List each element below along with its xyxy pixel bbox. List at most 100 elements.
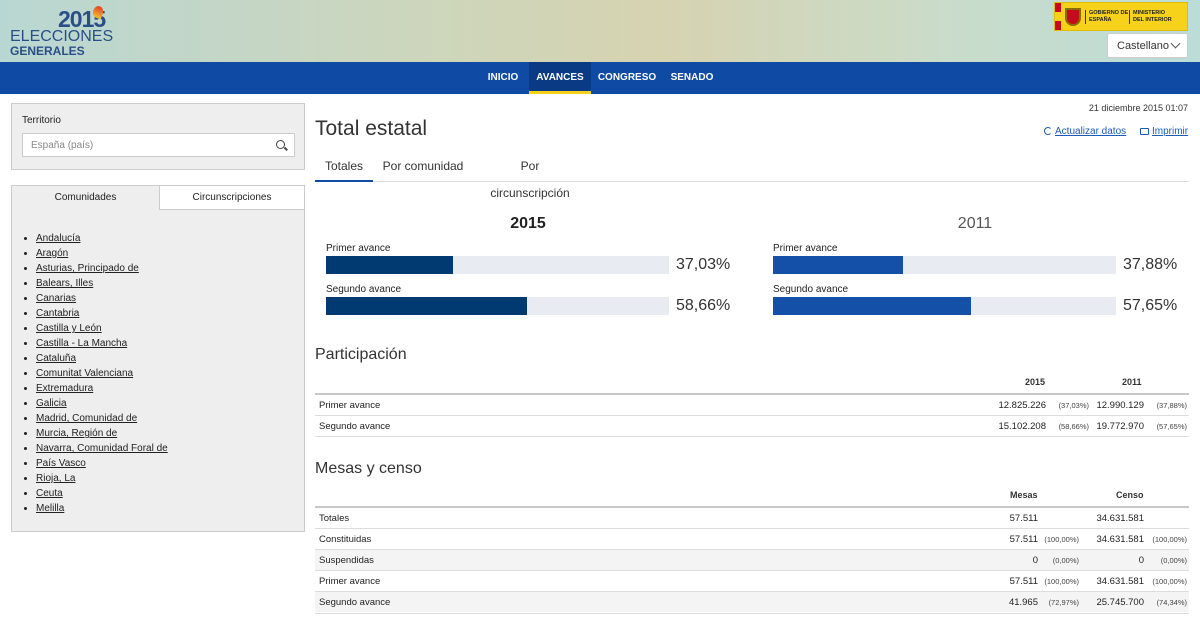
community-item[interactable]: Ceuta xyxy=(24,486,168,501)
community-item[interactable]: Rioja, La xyxy=(24,471,168,486)
cell-percent: (0,00%) xyxy=(1052,556,1079,565)
community-link[interactable]: Andalucía xyxy=(36,233,81,244)
col-header-2011: 2011 xyxy=(1122,377,1142,387)
community-item[interactable]: Castilla - La Mancha xyxy=(24,336,168,351)
community-item[interactable]: Galicia xyxy=(24,396,168,411)
cell-mesas: 57.511 xyxy=(1009,534,1038,545)
community-link[interactable]: Ceuta xyxy=(36,488,63,499)
community-link[interactable]: Melilla xyxy=(36,503,65,514)
community-item[interactable]: Canarias xyxy=(24,291,168,306)
tab-por-comunidad[interactable]: Por comunidad xyxy=(382,159,464,173)
community-link[interactable]: Comunitat Valenciana xyxy=(36,368,134,379)
refresh-icon xyxy=(1044,127,1052,135)
page-title: Total estatal xyxy=(315,117,428,140)
tab-totales[interactable]: Totales xyxy=(315,153,373,182)
community-item[interactable]: Cantabria xyxy=(24,306,168,321)
nav-item-avances[interactable]: AVANCES xyxy=(529,62,591,94)
cell-percent: (37,88%) xyxy=(1156,401,1187,410)
territory-panel: Territorio España (país) xyxy=(11,103,305,170)
nav-item-congreso[interactable]: CONGRESO xyxy=(597,72,657,83)
community-item[interactable]: Asturias, Principado de xyxy=(24,261,168,276)
refresh-button[interactable]: Actualizar datos xyxy=(1044,126,1126,137)
community-link[interactable]: Extremadura xyxy=(36,383,94,394)
language-select[interactable]: Castellano xyxy=(1107,33,1188,58)
cell-percent: (100,00%) xyxy=(1044,535,1079,544)
cell-percent: (100,00%) xyxy=(1044,577,1079,586)
bar-fill xyxy=(326,256,453,274)
community-item[interactable]: Cataluña xyxy=(24,351,168,366)
cell-percent: (74,34%) xyxy=(1156,598,1187,607)
tab-por-circunscripcion[interactable]: Por circunscripción xyxy=(490,159,570,200)
community-link[interactable]: Castilla y León xyxy=(36,323,102,334)
community-item[interactable]: Extremadura xyxy=(24,381,168,396)
table-row: Primer avance 12.825.226 (37,03%) 12.990… xyxy=(315,393,1189,414)
community-item[interactable]: País Vasco xyxy=(24,456,168,471)
nav-item-senado[interactable]: SENADO xyxy=(670,72,714,83)
print-label: Imprimir xyxy=(1152,126,1189,137)
community-item[interactable]: Comunitat Valenciana xyxy=(24,366,168,381)
main-tabs: Totales Por comunidad Por circunscripció… xyxy=(315,153,1189,200)
tab-comunidades[interactable]: Comunidades xyxy=(12,186,159,210)
community-link[interactable]: Galicia xyxy=(36,398,67,409)
cell-percent: (0,00%) xyxy=(1160,556,1187,565)
gobierno-badge[interactable]: GOBIERNO DE ESPAÑA MINISTERIO DEL INTERI… xyxy=(1054,2,1188,31)
refresh-label: Actualizar datos xyxy=(1055,126,1127,137)
bar-label: Segundo avance xyxy=(773,284,849,295)
table-row: Primer avance 57.511 (100,00%) 34.631.58… xyxy=(315,570,1189,591)
community-link[interactable]: Murcia, Región de xyxy=(36,428,118,439)
community-item[interactable]: Navarra, Comunidad Foral de xyxy=(24,441,168,456)
cell-mesas: 0 xyxy=(1032,555,1038,566)
ministry-name: MINISTERIO DEL INTERIOR xyxy=(1129,9,1173,24)
community-link[interactable]: Castilla - La Mancha xyxy=(36,338,128,349)
print-button[interactable]: Imprimir xyxy=(1140,126,1188,137)
community-item[interactable]: Andalucía xyxy=(24,231,168,246)
community-link[interactable]: Aragón xyxy=(36,248,69,259)
community-link[interactable]: Madrid, Comunidad de xyxy=(36,413,138,424)
search-icon[interactable] xyxy=(276,140,285,149)
community-link[interactable]: Balears, Illes xyxy=(36,278,94,289)
table-row: Suspendidas 0 (0,00%) 0 (0,00%) xyxy=(315,549,1189,570)
community-link[interactable]: Asturias, Principado de xyxy=(36,263,139,274)
community-link[interactable]: Rioja, La xyxy=(36,473,76,484)
community-item[interactable]: Castilla y León xyxy=(24,321,168,336)
bar-value: 37,88% xyxy=(1123,256,1178,273)
territory-placeholder: España (país) xyxy=(31,140,94,151)
cell-percent: (37,03%) xyxy=(1058,401,1089,410)
bar-fill xyxy=(773,256,903,274)
community-item[interactable]: Murcia, Región de xyxy=(24,426,168,441)
elecciones-logo[interactable]: 2015 ELECCIONES GENERALES xyxy=(10,4,114,58)
nav-item-inicio[interactable]: INICIO xyxy=(487,72,519,83)
coat-of-arms-icon xyxy=(1065,7,1081,26)
cell-percent: (100,00%) xyxy=(1152,577,1187,586)
community-item[interactable]: Balears, Illes xyxy=(24,276,168,291)
col-header-2015: 2015 xyxy=(1025,377,1046,387)
table-divider xyxy=(315,436,1189,437)
bar-value: 58,66% xyxy=(676,297,731,314)
community-link[interactable]: Cantabria xyxy=(36,308,80,319)
bar-label: Primer avance xyxy=(326,243,391,254)
communities-panel: Comunidades Circunscripciones Andalucía … xyxy=(11,185,305,532)
community-item[interactable]: Madrid, Comunidad de xyxy=(24,411,168,426)
cell-value: 15.102.208 xyxy=(998,421,1046,432)
community-link[interactable]: Cataluña xyxy=(36,353,77,364)
community-item[interactable]: Melilla xyxy=(24,501,168,516)
print-icon xyxy=(1140,128,1149,135)
col-header-censo: Censo xyxy=(1116,490,1144,500)
community-item[interactable]: Aragón xyxy=(24,246,168,261)
tab-circunscripciones[interactable]: Circunscripciones xyxy=(159,186,304,210)
territory-label: Territorio xyxy=(22,115,61,126)
cell-percent: (72,97%) xyxy=(1048,598,1079,607)
bar-value: 57,65% xyxy=(1123,297,1178,314)
community-link[interactable]: Canarias xyxy=(36,293,77,304)
table-row: Totales 57.511 34.631.581 xyxy=(315,506,1189,527)
bar-track xyxy=(326,256,669,274)
bar-label: Primer avance xyxy=(773,243,838,254)
community-link[interactable]: Navarra, Comunidad Foral de xyxy=(36,443,168,454)
bar-track xyxy=(773,256,1116,274)
communities-list: Andalucía Aragón Asturias, Principado de… xyxy=(24,231,168,516)
territory-search-input[interactable]: España (país) xyxy=(22,133,295,157)
bar-track xyxy=(326,297,669,315)
bar-fill xyxy=(326,297,528,315)
logo-line1: ELECCIONES xyxy=(10,28,114,45)
community-link[interactable]: País Vasco xyxy=(36,458,86,469)
